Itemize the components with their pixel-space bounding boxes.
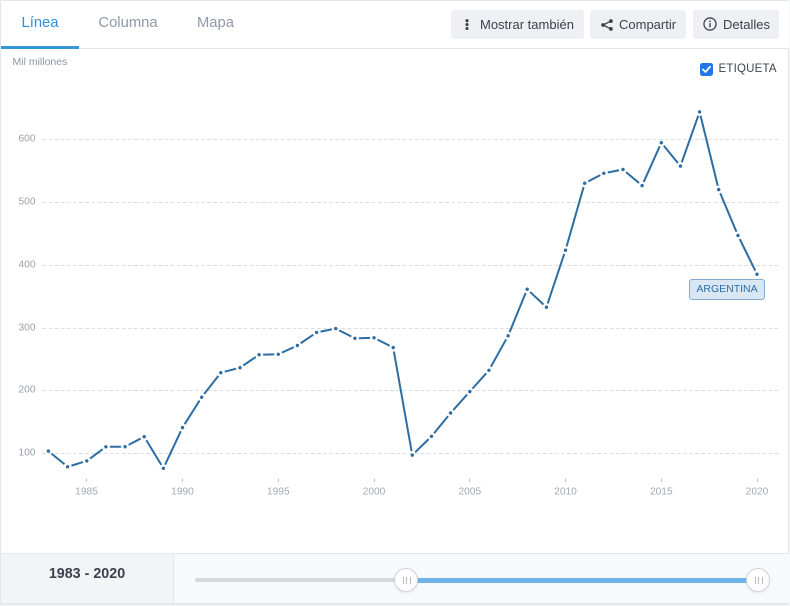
svg-text:1995: 1995: [267, 487, 290, 498]
svg-text:2020: 2020: [746, 487, 769, 498]
svg-text:500: 500: [19, 197, 36, 208]
svg-text:200: 200: [19, 385, 36, 396]
svg-text:2005: 2005: [458, 487, 481, 498]
svg-text:2015: 2015: [650, 487, 673, 498]
svg-text:2000: 2000: [363, 487, 386, 498]
svg-text:600: 600: [19, 134, 36, 145]
svg-text:1990: 1990: [171, 487, 194, 498]
svg-text:400: 400: [19, 260, 36, 271]
svg-text:1985: 1985: [75, 487, 98, 498]
svg-text:100: 100: [19, 448, 36, 459]
svg-text:300: 300: [19, 323, 36, 334]
svg-text:2010: 2010: [554, 487, 577, 498]
